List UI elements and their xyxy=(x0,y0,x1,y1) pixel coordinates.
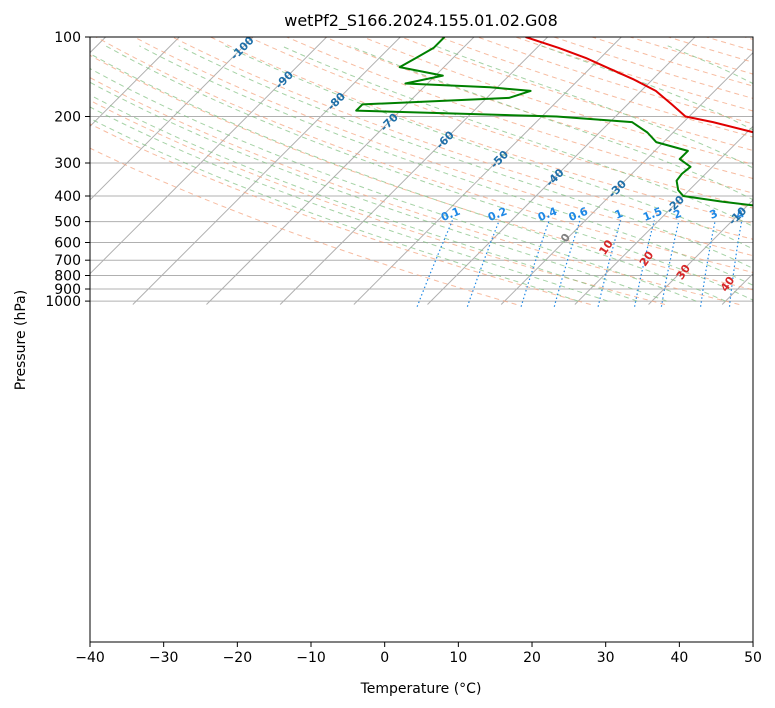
mixing-ratio-label: 3 xyxy=(708,207,720,222)
isotherm-line xyxy=(90,37,254,201)
y-axis-label: Pressure (hPa) xyxy=(13,290,29,390)
x-tick-label: 20 xyxy=(523,650,541,666)
moist-adiabat-line xyxy=(90,117,579,302)
y-tick-label: 700 xyxy=(54,253,81,269)
mixing-ratio-label: 6 xyxy=(773,207,775,222)
isotherm-line xyxy=(427,37,696,305)
dry-adiabat-line xyxy=(95,37,753,274)
dry-adiabat-line xyxy=(90,54,753,291)
y-tick-label: 600 xyxy=(54,236,81,252)
isotherm-line xyxy=(648,199,753,305)
isotherm-line xyxy=(574,125,753,305)
moist-adiabat-line xyxy=(90,94,638,302)
profile-line xyxy=(525,37,753,134)
mixing-ratio-line xyxy=(520,220,550,307)
mixing-ratio-label: 1 xyxy=(613,207,625,222)
moist-adiabat-line xyxy=(280,45,753,227)
chart-title: wetPf2_S166.2024.155.01.02.G08 xyxy=(284,11,558,31)
y-tick-label: 300 xyxy=(54,156,81,172)
plot-frame xyxy=(89,36,754,643)
x-tick-label: −10 xyxy=(296,650,326,666)
profile-lines xyxy=(355,37,753,207)
mixing-ratio-label: 2 xyxy=(671,207,683,222)
y-tick-label: 500 xyxy=(54,215,81,231)
moist-adiabat-line xyxy=(90,53,726,302)
dry-adiabat-line xyxy=(401,37,753,151)
dry-adiabat-line xyxy=(324,37,753,180)
y-tick-label: 900 xyxy=(54,282,81,298)
mixing-ratio-line xyxy=(553,220,581,307)
isotherm-line xyxy=(206,37,475,305)
moist-adiabat-line xyxy=(139,45,753,286)
x-tick-label: 0 xyxy=(380,650,389,666)
isotherm-line xyxy=(279,37,549,305)
mixing-ratio-line xyxy=(634,220,655,307)
dry-adiabat-line xyxy=(90,147,517,305)
isotherm-line xyxy=(90,37,180,128)
dry-adiabat-line xyxy=(90,123,591,305)
isotherm-line xyxy=(90,37,328,275)
y-tick-label: 1000 xyxy=(45,294,81,310)
dry-adiabat-line xyxy=(210,37,753,225)
mixing-ratio-line xyxy=(597,220,622,307)
x-axis-label: Temperature (°C) xyxy=(360,681,482,697)
x-tick-label: −20 xyxy=(223,650,253,666)
x-tick-label: −40 xyxy=(75,650,105,666)
y-tick-label: 800 xyxy=(54,269,81,285)
mixing-ratio-line xyxy=(466,220,500,307)
moist-adiabat-line xyxy=(90,106,608,302)
moist-adiabat-line xyxy=(224,45,753,250)
isotherm-line xyxy=(132,37,401,305)
y-tick-label: 200 xyxy=(54,110,81,126)
moist-adiabat-line xyxy=(90,81,667,302)
dry-adiabat-line xyxy=(90,99,666,305)
x-tick-label: 50 xyxy=(744,650,762,666)
moist-adiabat-line xyxy=(90,68,697,302)
x-tick-label: 30 xyxy=(597,650,615,666)
background-lines xyxy=(90,37,753,307)
dry-adiabat-line xyxy=(286,37,753,194)
moist-adiabat-line xyxy=(178,45,753,269)
y-tick-label: 100 xyxy=(54,30,81,46)
x-tick-label: 10 xyxy=(449,650,467,666)
y-tick-label: 400 xyxy=(54,189,81,205)
profile-line xyxy=(355,37,753,207)
isotherm-line xyxy=(353,37,622,305)
x-tick-label: 40 xyxy=(670,650,688,666)
axis-ticks: −40 −30 −20 −10 0 10 20 30 40 50 100 200 300 400 500 60… xyxy=(45,30,762,666)
x-tick-label: −30 xyxy=(149,650,179,666)
